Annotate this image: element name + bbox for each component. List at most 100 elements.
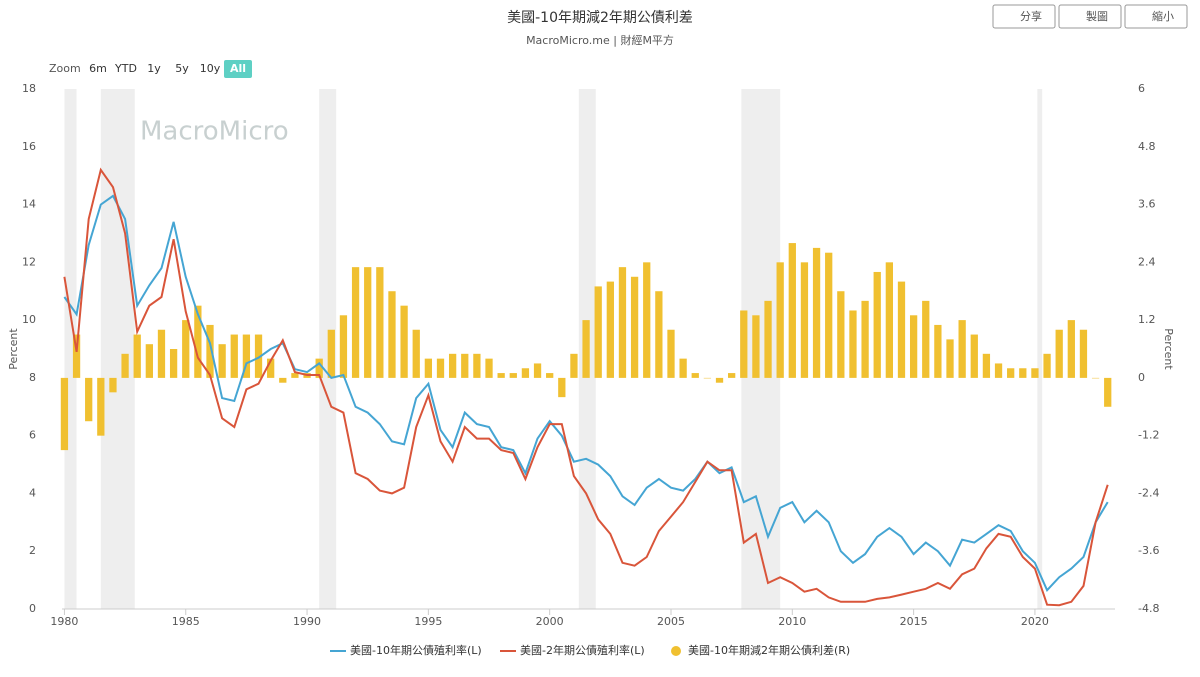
y2-tick-label: -3.6 bbox=[1138, 544, 1159, 557]
spread-bar bbox=[703, 377, 712, 379]
spread-bar bbox=[618, 267, 627, 378]
spread-bar bbox=[497, 373, 505, 378]
spread-bar bbox=[643, 262, 651, 378]
y-tick-label: 10 bbox=[22, 313, 36, 326]
spread-bar bbox=[157, 329, 166, 378]
spread-bar bbox=[970, 334, 978, 378]
y-tick-label: 8 bbox=[29, 371, 36, 384]
spread-bar bbox=[388, 291, 396, 378]
spread-bar bbox=[97, 377, 105, 436]
spread-bar bbox=[169, 349, 178, 378]
range-button[interactable]: 1y bbox=[147, 62, 161, 75]
spread-bar bbox=[922, 300, 930, 378]
spread-bar bbox=[327, 329, 335, 378]
zoom-label: Zoom bbox=[49, 62, 81, 75]
spread-bar bbox=[1043, 353, 1051, 378]
toolbar-button[interactable]: 分享 bbox=[992, 4, 1056, 29]
spread-bar bbox=[424, 358, 433, 378]
spread-bar bbox=[885, 262, 893, 378]
spread-bar bbox=[606, 281, 614, 378]
spread-bar bbox=[1091, 377, 1100, 379]
chart-subtitle: MacroMicro.me | 財經M平方 bbox=[526, 33, 674, 47]
spread-bar bbox=[448, 353, 457, 378]
y-tick-label: 2 bbox=[29, 544, 36, 557]
button-label: 縮小 bbox=[1152, 9, 1174, 23]
spread-bar bbox=[546, 373, 554, 378]
x-tick-label: 1990 bbox=[293, 615, 321, 628]
x-tick-label: 2005 bbox=[657, 615, 685, 628]
spread-bar bbox=[291, 373, 299, 378]
spread-bar bbox=[182, 320, 190, 378]
button-label: 分享 bbox=[1020, 9, 1042, 23]
y2-tick-label: 3.6 bbox=[1138, 198, 1156, 211]
y-tick-label: 12 bbox=[22, 255, 36, 268]
x-tick-label: 1995 bbox=[414, 615, 442, 628]
spread-bar bbox=[679, 358, 687, 378]
spread-bar bbox=[1031, 368, 1039, 378]
spread-bar bbox=[776, 262, 784, 378]
spread-bar bbox=[958, 320, 966, 378]
range-button[interactable]: YTD bbox=[114, 62, 137, 75]
legend-item[interactable]: 美國-10年期減2年期公債利差(R) bbox=[671, 643, 850, 657]
spread-bar bbox=[473, 353, 481, 378]
spread-bar bbox=[715, 377, 724, 383]
spread-bar bbox=[728, 373, 736, 378]
button-frame bbox=[1058, 4, 1122, 29]
spread-bar bbox=[461, 353, 469, 378]
x-tick-label: 2015 bbox=[900, 615, 928, 628]
spread-bar bbox=[691, 373, 699, 378]
y-tick-label: 4 bbox=[29, 486, 36, 499]
toolbar-button[interactable]: 製圖 bbox=[1058, 4, 1122, 29]
legend-item[interactable]: 美國-2年期公債殖利率(L) bbox=[500, 643, 645, 657]
spread-bar bbox=[630, 276, 639, 378]
spread-bar bbox=[230, 334, 238, 378]
spread-bar bbox=[133, 334, 141, 378]
spread-bar bbox=[1104, 377, 1112, 407]
range-button[interactable]: All bbox=[230, 62, 246, 75]
y2-tick-label: -1.2 bbox=[1138, 429, 1159, 442]
x-tick-label: 1985 bbox=[172, 615, 200, 628]
y2-tick-label: 2.4 bbox=[1138, 255, 1156, 268]
spread-bar bbox=[1007, 368, 1015, 378]
spread-bar bbox=[873, 271, 881, 378]
spread-bar bbox=[85, 377, 93, 422]
y-tick-label: 0 bbox=[29, 602, 36, 615]
range-button[interactable]: 6m bbox=[89, 62, 107, 75]
spread-bar bbox=[1067, 320, 1075, 378]
range-active bbox=[224, 60, 252, 78]
spread-bar bbox=[752, 315, 760, 378]
spread-bar bbox=[861, 300, 869, 378]
spread-bar bbox=[1019, 368, 1027, 378]
legend-item[interactable]: 美國-10年期公債殖利率(L) bbox=[330, 643, 482, 657]
range-button[interactable]: 5y bbox=[175, 62, 189, 75]
spread-bar bbox=[740, 310, 748, 378]
series-line bbox=[63, 194, 1109, 592]
legend-symbol bbox=[671, 646, 681, 656]
x-tick-label: 2010 bbox=[778, 615, 806, 628]
spread-bar bbox=[800, 262, 809, 378]
spread-bar bbox=[982, 353, 991, 378]
spread-bar bbox=[145, 344, 153, 378]
spread-bar bbox=[351, 267, 360, 378]
toolbar-button[interactable]: 縮小 bbox=[1124, 4, 1188, 29]
spread-bar bbox=[109, 377, 117, 393]
spread-bar bbox=[897, 281, 906, 378]
y-axis-label: Percent bbox=[7, 328, 20, 370]
spread-bar bbox=[254, 334, 263, 378]
legend-label: 美國-2年期公債殖利率(L) bbox=[520, 643, 645, 657]
button-frame bbox=[992, 4, 1056, 29]
spread-bar bbox=[837, 291, 845, 378]
y-tick-label: 16 bbox=[22, 140, 36, 153]
spread-bar bbox=[934, 324, 942, 378]
spread-bar bbox=[194, 305, 202, 378]
recession-band bbox=[1037, 89, 1043, 609]
spread-bar bbox=[121, 353, 129, 378]
spread-bar bbox=[521, 368, 530, 378]
x-tick-label: 2000 bbox=[536, 615, 564, 628]
x-tick-label: 1980 bbox=[50, 615, 78, 628]
range-button[interactable]: 10y bbox=[200, 62, 221, 75]
y-tick-label: 18 bbox=[22, 82, 36, 95]
spread-bar bbox=[242, 334, 251, 378]
